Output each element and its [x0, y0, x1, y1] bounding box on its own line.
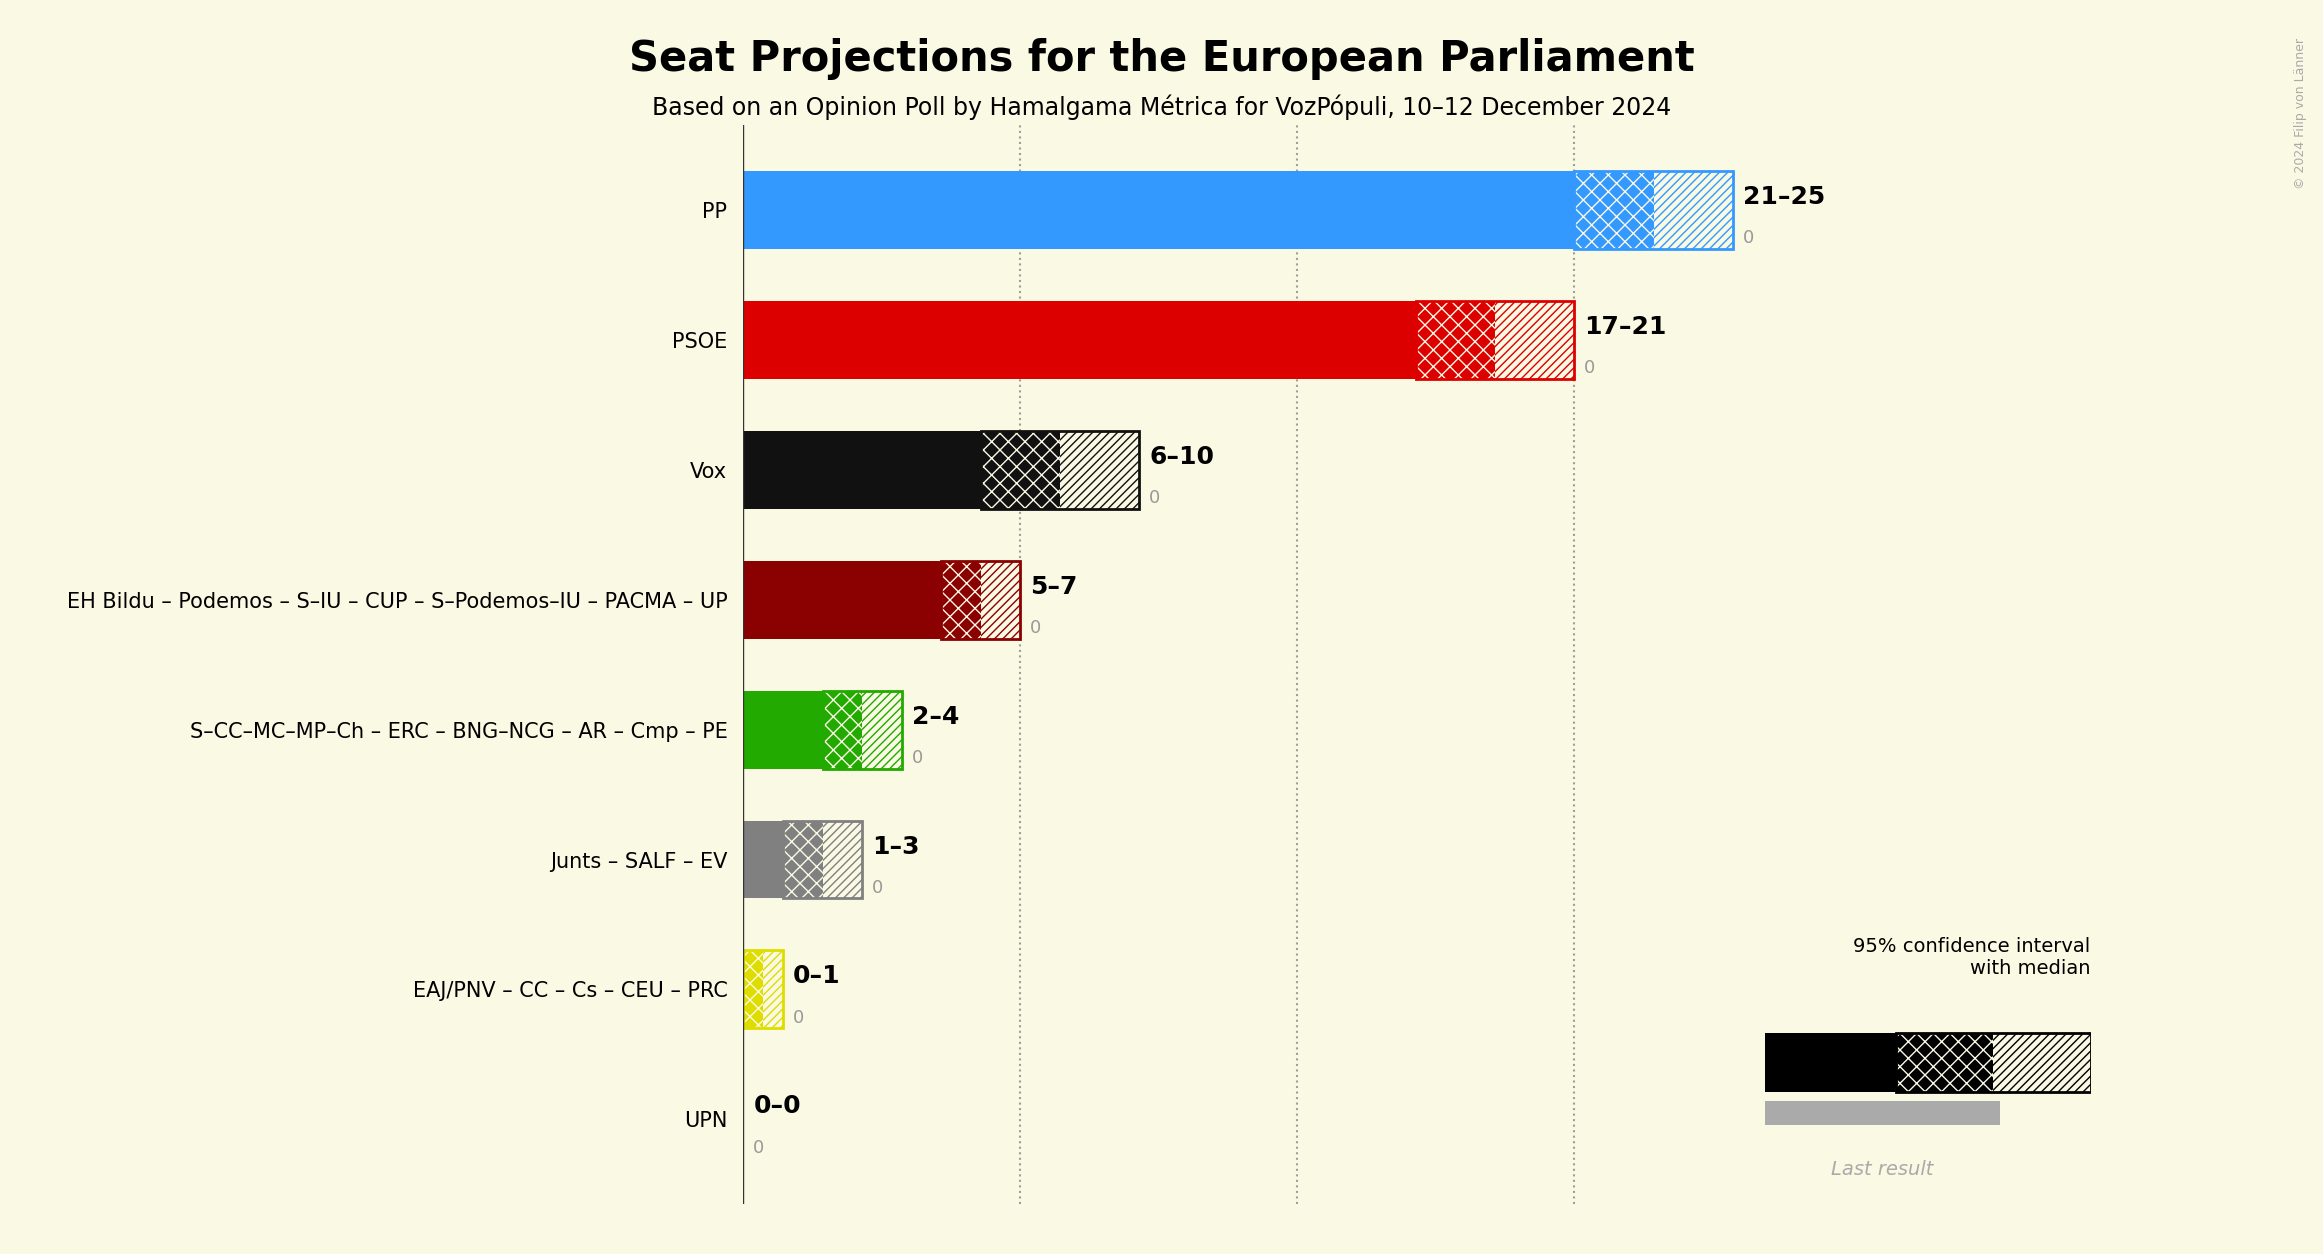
Bar: [822, 820, 862, 899]
Bar: [1496, 301, 1575, 379]
Text: 0: 0: [753, 1139, 764, 1157]
Text: Based on an Opinion Poll by Hamalgama Métrica for VozPópuli, 10–12 December 2024: Based on an Opinion Poll by Hamalgama Mé…: [653, 94, 1670, 119]
Text: 1–3: 1–3: [871, 834, 920, 859]
Bar: [743, 691, 822, 769]
Text: © 2024 Filip von Länner: © 2024 Filip von Länner: [2293, 38, 2307, 188]
Bar: [1575, 171, 1654, 248]
Bar: [1575, 171, 1733, 248]
Text: 0–1: 0–1: [792, 964, 841, 988]
Bar: [822, 691, 901, 769]
Text: 17–21: 17–21: [1584, 315, 1666, 339]
Text: Last result: Last result: [1831, 1160, 1933, 1179]
Bar: [980, 430, 1059, 509]
Text: 2–4: 2–4: [911, 705, 959, 729]
Text: 0: 0: [1584, 360, 1596, 377]
Bar: [941, 561, 980, 638]
Bar: [1417, 301, 1496, 379]
Text: 0: 0: [1742, 229, 1754, 247]
Bar: [743, 820, 783, 899]
Text: Seat Projections for the European Parliament: Seat Projections for the European Parlia…: [630, 38, 1693, 79]
Text: 0: 0: [911, 749, 922, 767]
Bar: [1417, 301, 1575, 379]
Text: 95% confidence interval
with median: 95% confidence interval with median: [1854, 937, 2091, 978]
Bar: [862, 691, 901, 769]
Bar: [1765, 1101, 2000, 1126]
Text: 0: 0: [871, 879, 883, 897]
Bar: [1896, 1033, 1993, 1092]
Text: 0: 0: [792, 1009, 804, 1027]
Bar: [1993, 1033, 2091, 1092]
Text: 0: 0: [1150, 489, 1159, 508]
Bar: [1654, 171, 1733, 248]
Text: 0: 0: [1031, 619, 1041, 637]
Bar: [1896, 1033, 2091, 1092]
Text: 5–7: 5–7: [1031, 574, 1078, 598]
Bar: [743, 430, 980, 509]
Bar: [743, 171, 1575, 248]
Bar: [743, 301, 1417, 379]
Text: 6–10: 6–10: [1150, 445, 1215, 469]
Bar: [743, 561, 941, 638]
Bar: [980, 430, 1138, 509]
Text: 21–25: 21–25: [1742, 184, 1826, 209]
Bar: [783, 820, 862, 899]
Bar: [764, 951, 783, 1028]
Bar: [743, 951, 764, 1028]
Bar: [980, 561, 1020, 638]
Bar: [743, 951, 783, 1028]
Bar: [822, 691, 862, 769]
Text: 0–0: 0–0: [753, 1095, 801, 1119]
Bar: [1765, 1033, 1896, 1092]
Bar: [1059, 430, 1138, 509]
Bar: [783, 820, 822, 899]
Bar: [941, 561, 1020, 638]
